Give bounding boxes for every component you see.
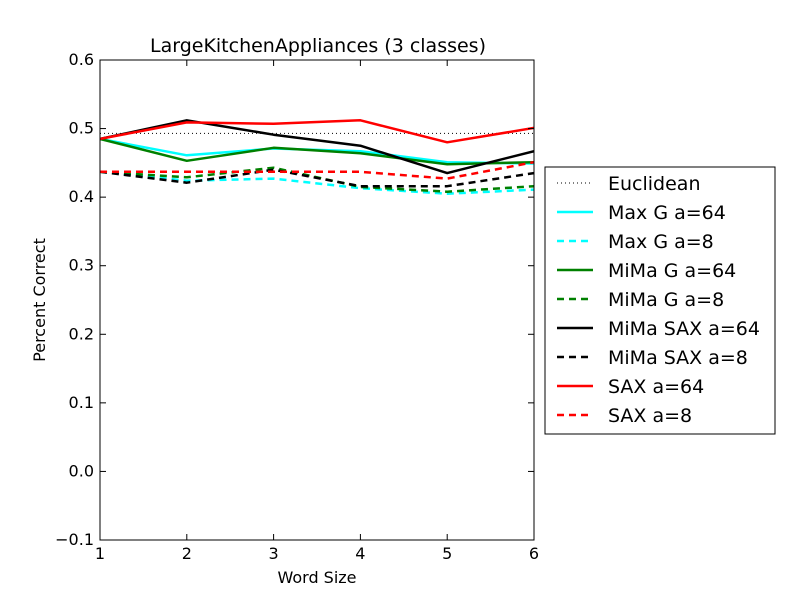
chart-title: LargeKitchenAppliances (3 classes) (150, 35, 486, 57)
y-tick-label: 0.5 (69, 119, 94, 138)
legend: Euclidean Max G a=64 Max G a=8 MiMa G a=64 M… (544, 166, 776, 435)
legend-entry-7: SAX a=64 (608, 376, 704, 398)
y-tick-label: −0.1 (55, 530, 94, 549)
legend-entry-4: MiMa G a=8 (608, 289, 724, 311)
y-axis-label: Percent Correct (30, 238, 49, 362)
x-tick-label: 3 (269, 544, 279, 563)
x-tick-label: 2 (182, 544, 192, 563)
axes: 1 2 3 4 5 6 −0.1 0.0 0.1 0.2 0.3 0.4 0.5 0.6 (55, 50, 539, 563)
legend-entry-1: Max G a=64 (608, 202, 726, 224)
y-tick-label: 0.2 (69, 324, 94, 343)
legend-entry-5: MiMa SAX a=64 (608, 318, 760, 340)
legend-entry-8: SAX a=8 (608, 405, 692, 427)
series-line-6 (100, 168, 534, 188)
legend-box (544, 166, 776, 435)
series-line-8 (100, 160, 534, 180)
legend-entry-0: Euclidean (608, 173, 701, 195)
y-tick-label: 0.6 (69, 50, 94, 69)
y-tick-label: 0.4 (69, 187, 94, 206)
legend-entry-3: MiMa G a=64 (608, 260, 736, 282)
series-line-5 (100, 119, 534, 175)
x-tick-label: 6 (529, 544, 539, 563)
x-axis-label: Word Size (277, 568, 356, 587)
y-tick-label: 0.0 (69, 461, 94, 480)
series-lines (100, 119, 534, 195)
plot-frame (99, 59, 535, 541)
y-tick-label: 0.1 (69, 393, 94, 412)
x-tick-label: 1 (95, 544, 105, 563)
series-line-3 (100, 137, 534, 166)
series-line-2 (100, 170, 534, 195)
x-tick-label: 5 (442, 544, 452, 563)
series-line-7 (100, 119, 534, 144)
legend-entry-6: MiMa SAX a=8 (608, 347, 748, 369)
y-tick-label: 0.3 (69, 256, 94, 275)
legend-entry-2: Max G a=8 (608, 231, 714, 253)
plot-area (100, 119, 534, 195)
x-tick-label: 4 (355, 544, 365, 563)
